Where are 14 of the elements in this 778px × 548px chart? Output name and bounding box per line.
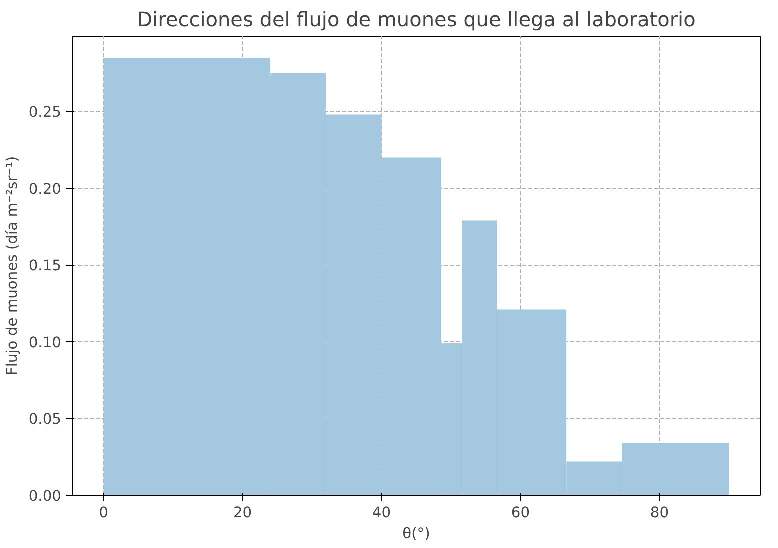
x-tick-label: 60 bbox=[511, 504, 530, 522]
y-tick-label: 0.00 bbox=[28, 488, 62, 505]
y-axis-title: Flujo de muones (día m⁻²sr⁻¹) bbox=[4, 156, 21, 376]
y-tick-label: 0.10 bbox=[28, 334, 62, 352]
y-tick-label: 0.15 bbox=[28, 258, 62, 275]
x-axis-title: θ(°) bbox=[402, 526, 430, 542]
chart-title: Direcciones del flujo de muones que llega al laboratorio bbox=[137, 8, 696, 32]
x-tick-label: 40 bbox=[372, 504, 392, 522]
y-tick-label: 0.05 bbox=[28, 411, 62, 428]
y-tick-label: 0.25 bbox=[28, 104, 62, 122]
x-tick-label: 20 bbox=[233, 504, 252, 522]
x-tick-label: 80 bbox=[650, 504, 670, 522]
y-tick-label: 0.20 bbox=[28, 180, 62, 198]
x-tick-label: 0 bbox=[99, 504, 108, 522]
